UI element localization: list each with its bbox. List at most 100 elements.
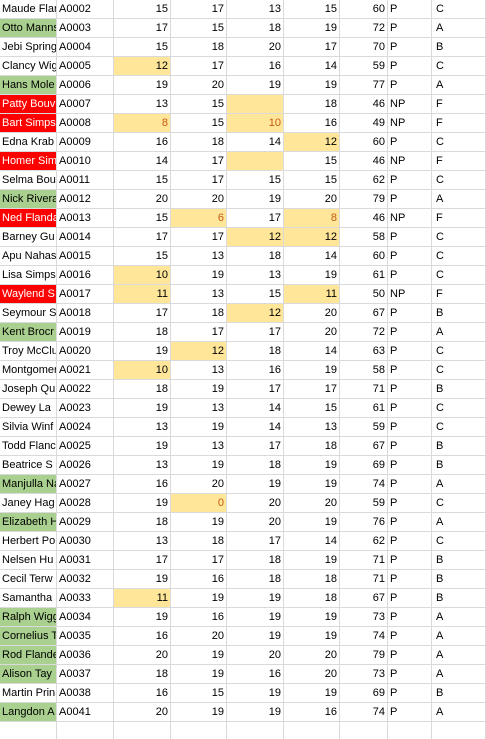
score4-cell[interactable]: 20 <box>284 646 340 665</box>
score1-cell[interactable]: 11 <box>114 589 171 608</box>
student-name-cell[interactable]: Bart Simps <box>0 114 57 133</box>
score2-cell[interactable]: 20 <box>171 475 227 494</box>
score2-cell[interactable]: 13 <box>171 399 227 418</box>
score1-cell[interactable]: 13 <box>114 456 171 475</box>
student-id-cell[interactable]: A0006 <box>57 76 114 95</box>
score4-cell[interactable]: 14 <box>284 247 340 266</box>
score1-cell[interactable]: 15 <box>114 171 171 190</box>
student-id-cell[interactable]: A0024 <box>57 418 114 437</box>
score1-cell[interactable]: 19 <box>114 494 171 513</box>
grade-cell[interactable]: A <box>432 627 486 646</box>
student-name-cell[interactable]: Selma Bou <box>0 171 57 190</box>
average-cell[interactable]: 50 <box>340 285 388 304</box>
empty-cell[interactable] <box>0 722 57 739</box>
score3-cell[interactable]: 17 <box>227 380 284 399</box>
grade-cell[interactable]: A <box>432 608 486 627</box>
student-name-cell[interactable]: Kent Brocr <box>0 323 57 342</box>
student-id-cell[interactable]: A0016 <box>57 266 114 285</box>
score1-cell[interactable]: 19 <box>114 342 171 361</box>
average-cell[interactable]: 74 <box>340 627 388 646</box>
average-cell[interactable]: 59 <box>340 418 388 437</box>
pass-fail-cell[interactable]: P <box>388 361 432 380</box>
grade-cell[interactable]: C <box>432 247 486 266</box>
average-cell[interactable]: 46 <box>340 209 388 228</box>
student-id-cell[interactable]: A0038 <box>57 684 114 703</box>
score4-cell[interactable]: 20 <box>284 665 340 684</box>
score2-cell[interactable]: 19 <box>171 665 227 684</box>
score3-cell[interactable]: 20 <box>227 494 284 513</box>
score3-cell[interactable]: 17 <box>227 323 284 342</box>
student-id-cell[interactable]: A0028 <box>57 494 114 513</box>
grade-cell[interactable]: A <box>432 513 486 532</box>
pass-fail-cell[interactable]: P <box>388 570 432 589</box>
score4-cell[interactable]: 14 <box>284 342 340 361</box>
grade-cell[interactable]: C <box>432 342 486 361</box>
score2-cell[interactable]: 18 <box>171 38 227 57</box>
score4-cell[interactable]: 12 <box>284 228 340 247</box>
score4-cell[interactable]: 14 <box>284 532 340 551</box>
score1-cell[interactable]: 19 <box>114 399 171 418</box>
score2-cell[interactable]: 16 <box>171 608 227 627</box>
student-id-cell[interactable]: A0004 <box>57 38 114 57</box>
grade-cell[interactable]: B <box>432 684 486 703</box>
score3-cell[interactable]: 17 <box>227 437 284 456</box>
average-cell[interactable]: 58 <box>340 228 388 247</box>
score2-cell[interactable]: 6 <box>171 209 227 228</box>
grade-cell[interactable]: B <box>432 589 486 608</box>
student-id-cell[interactable]: A0014 <box>57 228 114 247</box>
pass-fail-cell[interactable]: P <box>388 19 432 38</box>
score4-cell[interactable]: 19 <box>284 475 340 494</box>
student-name-cell[interactable]: Seymour S <box>0 304 57 323</box>
score3-cell[interactable]: 18 <box>227 456 284 475</box>
score3-cell[interactable]: 16 <box>227 57 284 76</box>
score3-cell[interactable]: 18 <box>227 570 284 589</box>
score4-cell[interactable]: 18 <box>284 570 340 589</box>
score2-cell[interactable]: 13 <box>171 247 227 266</box>
score4-cell[interactable]: 15 <box>284 0 340 19</box>
grade-cell[interactable]: C <box>432 361 486 380</box>
score3-cell[interactable]: 19 <box>227 703 284 722</box>
pass-fail-cell[interactable]: P <box>388 646 432 665</box>
average-cell[interactable]: 79 <box>340 646 388 665</box>
average-cell[interactable]: 46 <box>340 95 388 114</box>
pass-fail-cell[interactable]: P <box>388 323 432 342</box>
student-id-cell[interactable]: A0017 <box>57 285 114 304</box>
score2-cell[interactable]: 15 <box>171 114 227 133</box>
score3-cell[interactable]: 19 <box>227 475 284 494</box>
student-id-cell[interactable]: A0002 <box>57 0 114 19</box>
grade-cell[interactable]: C <box>432 228 486 247</box>
pass-fail-cell[interactable]: P <box>388 627 432 646</box>
student-name-cell[interactable]: Alison Tay <box>0 665 57 684</box>
pass-fail-cell[interactable]: P <box>388 57 432 76</box>
grade-cell[interactable]: C <box>432 418 486 437</box>
pass-fail-cell[interactable]: P <box>388 589 432 608</box>
score3-cell[interactable]: 13 <box>227 266 284 285</box>
average-cell[interactable]: 70 <box>340 38 388 57</box>
average-cell[interactable]: 79 <box>340 190 388 209</box>
score4-cell[interactable]: 19 <box>284 551 340 570</box>
score3-cell[interactable]: 20 <box>227 513 284 532</box>
score3-cell[interactable]: 14 <box>227 399 284 418</box>
score1-cell[interactable]: 17 <box>114 19 171 38</box>
student-name-cell[interactable]: Manjulla Na <box>0 475 57 494</box>
score4-cell[interactable]: 19 <box>284 513 340 532</box>
average-cell[interactable]: 74 <box>340 475 388 494</box>
pass-fail-cell[interactable]: P <box>388 228 432 247</box>
empty-cell[interactable] <box>227 722 284 739</box>
score2-cell[interactable]: 20 <box>171 76 227 95</box>
score4-cell[interactable]: 18 <box>284 589 340 608</box>
student-id-cell[interactable]: A0020 <box>57 342 114 361</box>
grade-cell[interactable]: C <box>432 0 486 19</box>
score3-cell[interactable]: 12 <box>227 228 284 247</box>
score2-cell[interactable]: 20 <box>171 190 227 209</box>
student-name-cell[interactable]: Langdon A <box>0 703 57 722</box>
average-cell[interactable]: 63 <box>340 342 388 361</box>
student-name-cell[interactable]: Ralph Wigg <box>0 608 57 627</box>
score1-cell[interactable]: 18 <box>114 513 171 532</box>
student-name-cell[interactable]: Rod Flande <box>0 646 57 665</box>
score2-cell[interactable]: 19 <box>171 703 227 722</box>
grade-cell[interactable]: A <box>432 703 486 722</box>
grade-cell[interactable]: C <box>432 57 486 76</box>
score1-cell[interactable]: 16 <box>114 133 171 152</box>
